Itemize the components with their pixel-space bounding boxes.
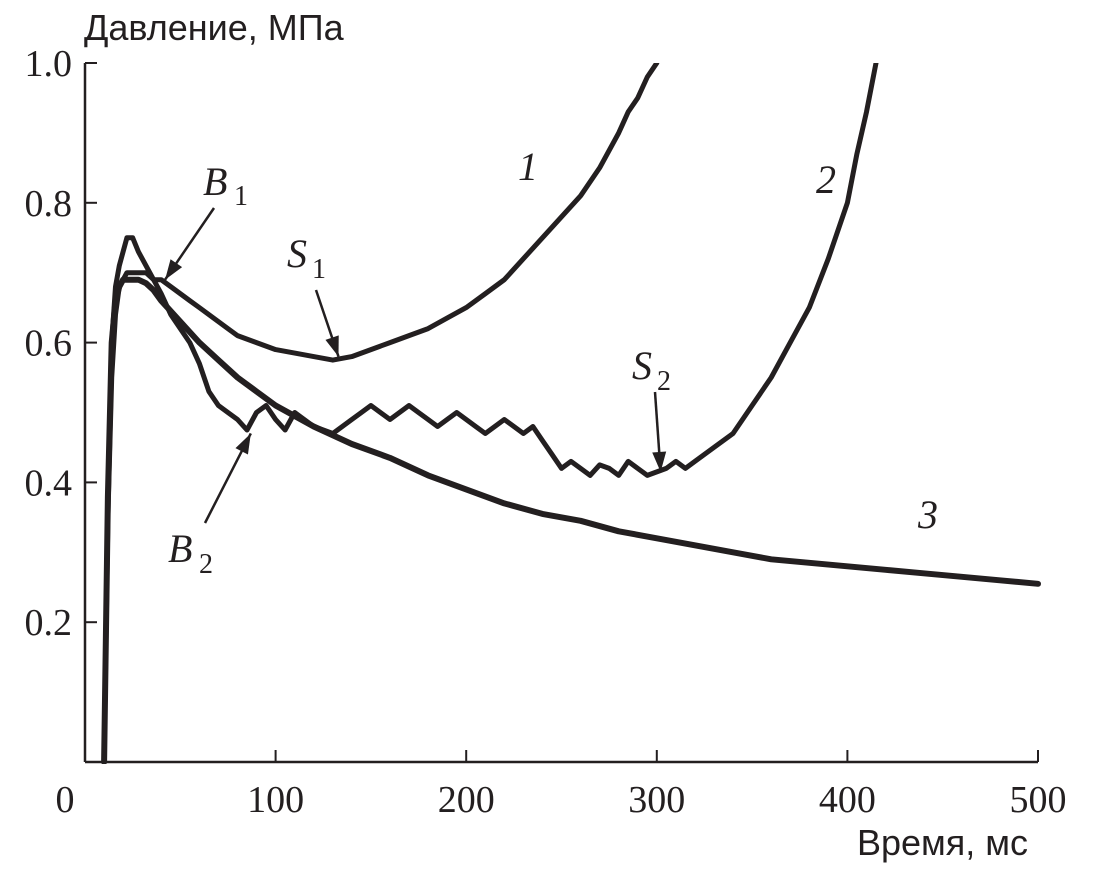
series-line-1 bbox=[101, 63, 660, 764]
series-label-3: 3 bbox=[917, 492, 938, 537]
x-ticks: 0 100 200 300 400 500 bbox=[56, 750, 1067, 821]
annotation-arrow-head bbox=[325, 335, 339, 357]
x-tick-label: 300 bbox=[628, 779, 685, 821]
annotation-B2-sub: 2 bbox=[199, 549, 213, 580]
series-line-2 bbox=[101, 63, 879, 764]
y-tick-label: 0.6 bbox=[25, 323, 73, 365]
annotation-arrow-head bbox=[165, 259, 183, 280]
series-label-1: 1 bbox=[518, 144, 538, 189]
series-label-2: 2 bbox=[816, 157, 836, 202]
annotation-arrow-head bbox=[652, 451, 667, 472]
annotation-B2: B 2 bbox=[168, 526, 213, 580]
y-ticks: 0.2 0.4 0.6 0.8 1.0 bbox=[25, 43, 97, 644]
y-tick-label: 0.2 bbox=[25, 602, 73, 644]
y-axis-label: Давление, МПа bbox=[84, 7, 345, 48]
annotation-S1-sub: 1 bbox=[312, 254, 326, 285]
x-tick-label: 0 bbox=[56, 779, 75, 821]
annotation-B2-label: B bbox=[168, 526, 192, 571]
annotation-S2-sub: 2 bbox=[657, 366, 671, 397]
axes bbox=[83, 63, 1038, 764]
annotation-arrows bbox=[164, 207, 667, 524]
x-axis-label: Время, мс bbox=[857, 822, 1028, 863]
annotation-B1-label: B bbox=[203, 159, 227, 204]
annotation-S1: S 1 bbox=[287, 231, 326, 285]
series-group bbox=[101, 63, 1041, 764]
annotation-S2-label: S bbox=[632, 343, 652, 388]
x-tick-label: 100 bbox=[247, 779, 304, 821]
annotation-S2: S 2 bbox=[632, 343, 671, 397]
y-tick-label: 0.8 bbox=[25, 183, 73, 225]
x-tick-label: 400 bbox=[819, 779, 876, 821]
annotation-B1: B 1 bbox=[203, 159, 248, 212]
y-tick-label: 1.0 bbox=[25, 43, 73, 85]
y-tick-label: 0.4 bbox=[25, 462, 73, 504]
x-tick-label: 500 bbox=[1010, 779, 1067, 821]
series-line-3 bbox=[101, 276, 1041, 764]
annotation-B1-sub: 1 bbox=[234, 181, 248, 212]
annotation-S1-label: S bbox=[287, 231, 307, 276]
x-tick-label: 200 bbox=[438, 779, 495, 821]
annotation-arrow-head bbox=[235, 433, 251, 455]
